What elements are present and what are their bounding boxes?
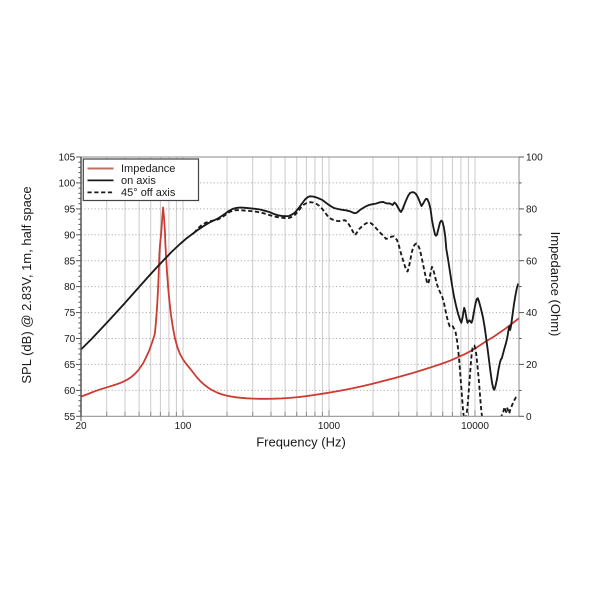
svg-text:100: 100 [175,421,192,432]
svg-text:85: 85 [64,256,76,267]
svg-text:60: 60 [64,386,76,397]
svg-text:20: 20 [526,360,538,371]
svg-text:80: 80 [64,282,76,293]
svg-text:80: 80 [526,205,538,216]
svg-text:SPL (dB) @ 2.83V, 1m, half spa: SPL (dB) @ 2.83V, 1m, half space [19,186,34,383]
svg-text:105: 105 [59,153,76,164]
svg-text:10000: 10000 [461,421,489,432]
svg-text:55: 55 [64,412,76,423]
svg-text:Frequency (Hz): Frequency (Hz) [256,434,346,449]
svg-text:Impedance (Ohm): Impedance (Ohm) [548,232,563,337]
svg-text:70: 70 [64,334,76,345]
svg-text:100: 100 [526,153,543,164]
svg-text:1000: 1000 [318,421,341,432]
svg-text:65: 65 [64,360,76,371]
svg-text:60: 60 [526,256,538,267]
svg-text:on axis: on axis [121,175,156,187]
svg-text:95: 95 [64,205,76,216]
svg-text:40: 40 [526,308,538,319]
svg-text:0: 0 [526,412,532,423]
svg-text:75: 75 [64,308,76,319]
svg-text:100: 100 [59,179,76,190]
svg-text:45° off axis: 45° off axis [121,187,176,199]
svg-text:Impedance: Impedance [121,163,175,175]
svg-text:20: 20 [75,421,87,432]
svg-text:90: 90 [64,230,76,241]
